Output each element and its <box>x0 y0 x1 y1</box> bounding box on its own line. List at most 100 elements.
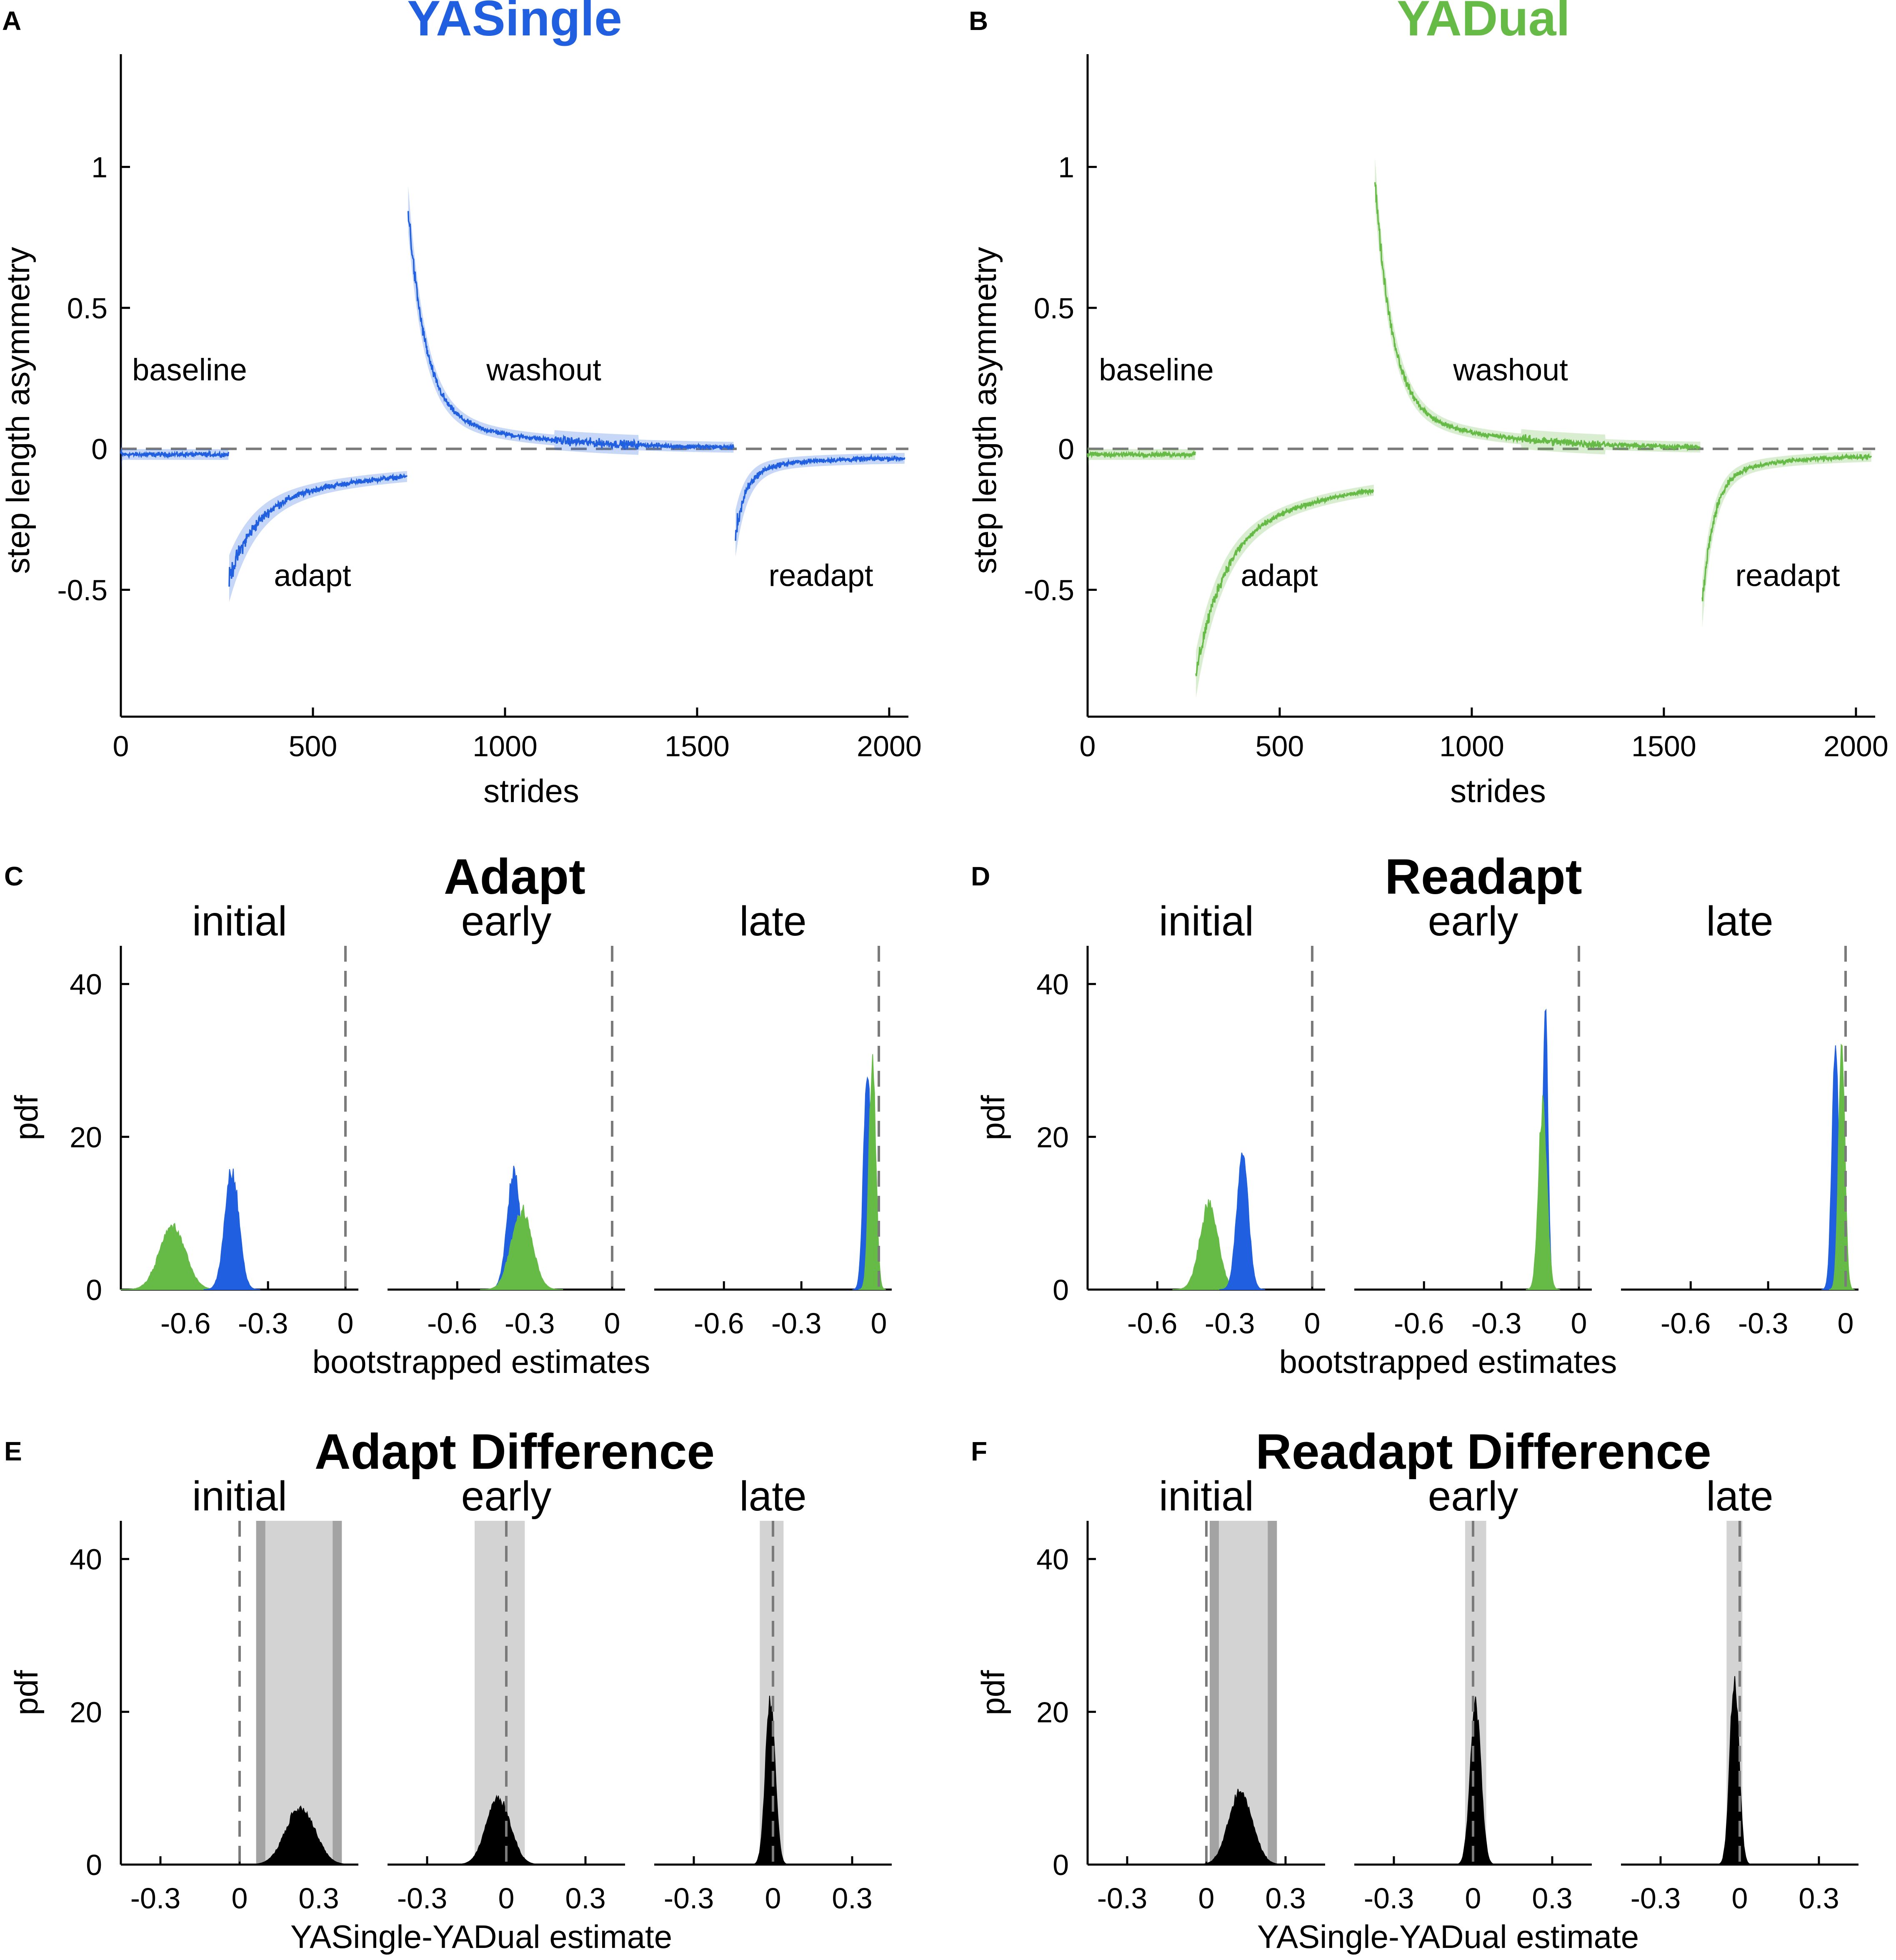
chart-title: YADual <box>1397 0 1570 46</box>
y-tick-label: 0.5 <box>67 292 108 325</box>
subpanel-title: initial <box>1159 898 1254 945</box>
panel-letter: D <box>971 861 990 891</box>
x-tick-label: 0 <box>871 1307 887 1340</box>
y-tick-label: 40 <box>1036 1543 1069 1576</box>
phase-label-washout: washout <box>486 352 601 387</box>
x-tick-label: -0.3 <box>771 1307 822 1340</box>
panel-letter: B <box>969 6 988 36</box>
subpanel-early: early -0.6 -0.3 0 <box>1354 898 1592 1340</box>
x-tick-label: 1000 <box>473 730 538 762</box>
panel-letter: E <box>4 1436 22 1466</box>
panel-letter: F <box>971 1436 987 1466</box>
x-tick-label: 1500 <box>1631 730 1696 762</box>
y-tick-label: 0 <box>91 433 108 465</box>
chart-title: YASingle <box>407 0 622 46</box>
y-axis-label: pdf <box>8 1670 45 1715</box>
phase-label-baseline: baseline <box>1099 352 1214 387</box>
series-line-adapt <box>228 473 408 587</box>
x-tick-label: 0 <box>1198 1882 1215 1915</box>
y-tick-label: 40 <box>1036 968 1069 1001</box>
subpanel-title: early <box>1428 898 1518 945</box>
histogram-YASingle-YADual <box>751 1695 790 1865</box>
subpanel-title: early <box>461 1473 552 1520</box>
y-tick-label: 1 <box>91 151 108 184</box>
subpanel-initial: initial -0.6 -0.3 0 <box>1088 898 1325 1340</box>
panel-a: A YASingle 0 500 1000 1500 2000 -0.5 0 0.5 1 stride… <box>0 0 922 809</box>
subpanel-late: late -0.3 0 0.3 <box>654 1473 892 1915</box>
x-tick-label: 0 <box>604 1307 620 1340</box>
x-tick-label: 0.3 <box>565 1882 605 1915</box>
subpanel-late: late -0.3 0 0.3 <box>1621 1473 1858 1915</box>
chart-title: Readapt Difference <box>1256 1424 1711 1480</box>
y-axis-label: step length asymmetry <box>966 247 1003 574</box>
histogram-YASingle <box>1219 1152 1266 1290</box>
y-tick-label: 40 <box>70 1543 102 1576</box>
series-line-readapt <box>735 453 905 541</box>
phase-label-baseline: baseline <box>132 352 247 387</box>
y-tick-label: 0 <box>1053 1849 1069 1881</box>
panel-e: E Adapt Difference 0 20 40 pdf initial -0.3 0 0.3… <box>4 1424 892 1955</box>
x-tick-label: -0.6 <box>1394 1307 1444 1340</box>
x-tick-label: 0.3 <box>1798 1882 1839 1915</box>
histogram-YADual <box>1829 1043 1856 1290</box>
chart-title: Readapt <box>1385 849 1582 905</box>
series-band-adapt <box>229 471 407 602</box>
y-tick-label: -0.5 <box>57 574 108 607</box>
x-tick-label: -0.3 <box>397 1882 448 1915</box>
x-tick-label: 0 <box>498 1882 515 1915</box>
y-tick-label: 0 <box>86 1274 102 1306</box>
subpanel-title: late <box>739 898 806 945</box>
x-tick-label: -0.6 <box>1127 1307 1178 1340</box>
x-axis-label: strides <box>1450 772 1546 809</box>
x-tick-label: 1000 <box>1439 730 1504 762</box>
subpanel-title: initial <box>1159 1473 1254 1520</box>
panel-b: B YADual 0 500 1000 1500 2000 -0.5 0 0.5 1 strides s… <box>966 0 1888 809</box>
series-line-adapt <box>1195 488 1374 676</box>
x-tick-label: 0 <box>1838 1307 1854 1340</box>
histogram-YASingle-YADual <box>242 1805 358 1865</box>
x-tick-label: 0 <box>1732 1882 1748 1915</box>
confidence-interval <box>258 1521 340 1865</box>
y-axis-label: pdf <box>975 1670 1011 1715</box>
y-tick-label: 20 <box>70 1121 102 1153</box>
panel-letter: C <box>4 861 23 891</box>
phase-label-readapt: readapt <box>1736 558 1840 593</box>
series-line-readapt <box>1701 453 1872 602</box>
phase-label-readapt: readapt <box>769 558 873 593</box>
y-axis-label: step length asymmetry <box>0 247 36 574</box>
subpanel-title: late <box>1706 1473 1773 1520</box>
subpanel-title: initial <box>192 898 287 945</box>
x-tick-label: -0.3 <box>1471 1307 1522 1340</box>
x-tick-label: 0.3 <box>1532 1882 1572 1915</box>
x-tick-label: 0 <box>338 1307 354 1340</box>
x-tick-label: 1500 <box>665 730 730 762</box>
subpanel-title: initial <box>192 1473 287 1520</box>
x-tick-label: 0.3 <box>1265 1882 1306 1915</box>
panel-f: F Readapt Difference 0 20 40 pdf initial -0.3 0 0… <box>971 1424 1858 1955</box>
histogram-YASingle-YADual <box>1454 1696 1497 1865</box>
y-tick-label: 20 <box>1036 1121 1069 1153</box>
series-band-adapt <box>1196 485 1374 698</box>
y-tick-label: 0 <box>1058 433 1074 465</box>
y-tick-label: 0 <box>1053 1274 1069 1306</box>
series-line-washout <box>407 211 735 451</box>
histogram-YADual <box>1526 1095 1561 1290</box>
series-line-washout <box>1374 182 1701 452</box>
subpanel-title: early <box>461 898 552 945</box>
x-tick-label: -0.6 <box>427 1307 478 1340</box>
x-tick-label: 500 <box>289 730 338 762</box>
y-tick-label: 20 <box>70 1696 102 1728</box>
histogram-YASingle-YADual <box>1193 1789 1289 1865</box>
panel-letter: A <box>2 6 21 36</box>
x-tick-label: 0 <box>1465 1882 1481 1915</box>
subpanel-initial: initial -0.3 0 0.3 <box>121 1473 358 1915</box>
x-tick-label: -0.3 <box>1205 1307 1255 1340</box>
phase-label-washout: washout <box>1453 352 1568 387</box>
x-tick-label: 500 <box>1256 730 1304 762</box>
histogram-YASingle-YADual <box>450 1795 546 1865</box>
x-tick-label: -0.3 <box>1097 1882 1148 1915</box>
subpanel-initial: initial -0.6 -0.3 0 <box>120 898 358 1340</box>
y-tick-label: 0 <box>86 1849 102 1881</box>
x-tick-label: 0 <box>1304 1307 1321 1340</box>
